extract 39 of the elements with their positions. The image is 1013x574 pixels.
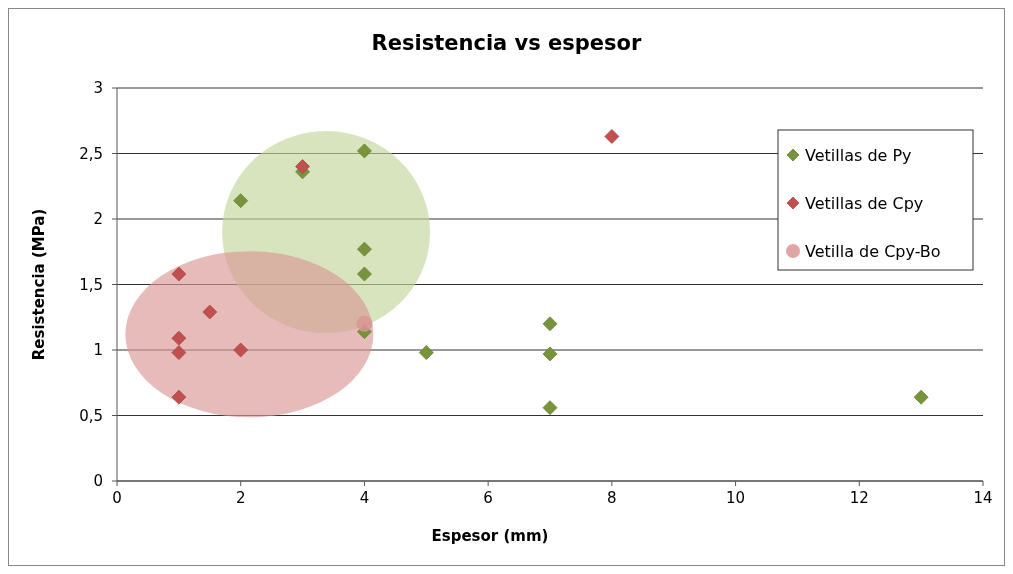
point [233, 193, 249, 209]
point [357, 143, 372, 159]
chart-title: Resistencia vs espesor [371, 31, 643, 55]
x-tick-label: 4 [359, 489, 370, 507]
point [357, 241, 372, 257]
y-tick-label: 2,5 [79, 144, 103, 163]
point [418, 345, 434, 361]
point [542, 400, 558, 416]
x-tick-label: 6 [483, 489, 493, 507]
x-tick-label: 12 [849, 489, 869, 507]
point [171, 389, 187, 405]
x-axis-title: Espesor (mm) [431, 527, 549, 545]
point [913, 389, 929, 405]
y-tick-label: 1,5 [79, 275, 103, 294]
y-tick-label: 1 [93, 341, 103, 359]
point [295, 159, 310, 174]
legend-label: Vetillas de Cpy [805, 194, 924, 213]
legend-label: Vetilla de Cpy-Bo [805, 242, 941, 261]
point [356, 315, 373, 332]
point [542, 316, 558, 332]
x-tick-label: 0 [112, 489, 122, 507]
y-tick-label: 0 [93, 472, 103, 490]
y-tick-label: 0,5 [79, 406, 103, 425]
point [171, 345, 187, 361]
x-tick-label: 2 [235, 489, 246, 507]
x-tick-label: 8 [607, 489, 617, 507]
point [171, 266, 187, 282]
point [357, 266, 372, 282]
x-tick-label: 10 [726, 489, 746, 507]
point [542, 346, 558, 362]
y-tick-label: 2 [93, 210, 103, 228]
point [202, 304, 218, 320]
point [171, 330, 187, 346]
x-tick-label: 14 [973, 489, 993, 507]
y-tick-label: 3 [93, 79, 103, 97]
point [233, 342, 249, 358]
legend-label: Vetillas de Py [805, 146, 912, 165]
point [604, 129, 620, 144]
y-axis-title: Resistencia (MPa) [30, 208, 48, 361]
